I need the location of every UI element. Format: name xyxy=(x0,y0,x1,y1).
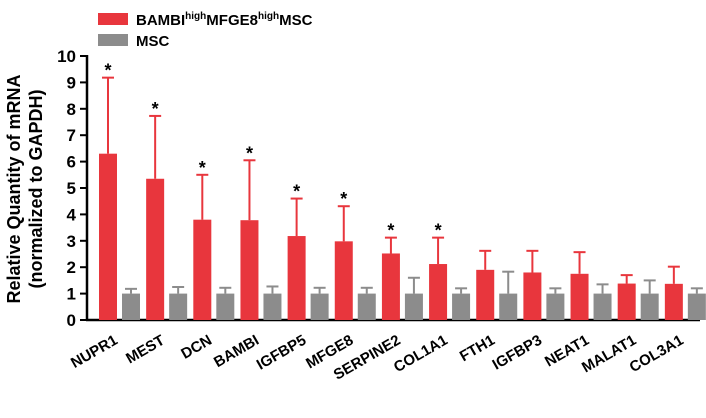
significance-marker: * xyxy=(387,221,394,241)
bar-fth1-series-2 xyxy=(499,293,518,320)
bar-igfbp3-series-1 xyxy=(523,272,542,320)
significance-marker: * xyxy=(199,158,206,178)
bar-mfge8-series-1 xyxy=(334,241,353,320)
y-tick-label: 8 xyxy=(67,100,76,119)
y-tick-label: 7 xyxy=(67,126,76,145)
x-tick-label: COL3A1 xyxy=(627,332,687,376)
bar-bambi-series-2 xyxy=(263,293,282,320)
bar-mest-series-1 xyxy=(146,178,165,320)
bar-col1a1-series-2 xyxy=(452,293,471,320)
bar-mfge8-series-2 xyxy=(357,293,376,320)
x-tick-label: BAMBI xyxy=(211,332,262,371)
bar-igfbp5-series-2 xyxy=(310,293,329,320)
legend-label-series-2: MSC xyxy=(136,33,170,50)
y-tick-label: 2 xyxy=(67,258,76,277)
bar-neat1-series-1 xyxy=(570,273,589,320)
legend-swatch-series-2 xyxy=(98,34,128,46)
legend-swatch-series-1 xyxy=(98,13,128,25)
y-tick-label: 1 xyxy=(67,285,76,304)
y-tick-label: 0 xyxy=(67,311,76,330)
significance-marker: * xyxy=(435,221,442,241)
x-tick-label: IGFBP5 xyxy=(254,332,309,374)
y-axis-label-line-2: (normalized to GAPDH) xyxy=(26,89,46,288)
bar-col1a1-series-1 xyxy=(429,264,448,320)
bar-nupr1-series-2 xyxy=(122,293,140,320)
bar-mest-series-2 xyxy=(169,293,188,320)
bar-nupr1-series-1 xyxy=(99,153,117,320)
x-tick-label: DCN xyxy=(178,332,215,363)
plot-area: 0 1 2 3 4 5 6 7 8 9 10 * NUPR1 * MEST * DCN * BAMBI * IGFBP5… xyxy=(57,47,706,384)
x-tick-label: MALAT1 xyxy=(579,332,639,377)
y-tick-label: 4 xyxy=(67,205,77,224)
bar-serpine2-series-1 xyxy=(381,253,400,320)
bar-igfbp5-series-1 xyxy=(287,236,306,320)
y-tick-label: 9 xyxy=(67,73,76,92)
y-tick-label: 3 xyxy=(67,232,76,251)
legend: BAMBIhighMFGE8highMSC MSC xyxy=(98,11,313,50)
bar-bambi-series-1 xyxy=(240,220,259,320)
significance-marker: * xyxy=(246,143,253,163)
x-tick-label: NUPR1 xyxy=(68,332,121,372)
bar-serpine2-series-2 xyxy=(404,293,423,320)
legend-label-series-1: BAMBIhighMFGE8highMSC xyxy=(136,11,313,29)
significance-marker: * xyxy=(152,99,159,119)
bar-dcn-series-2 xyxy=(216,293,235,320)
y-tick-label: 10 xyxy=(57,47,76,66)
significance-marker: * xyxy=(293,182,300,202)
bar-fth1-series-1 xyxy=(476,269,495,320)
significance-marker: * xyxy=(340,189,347,209)
x-tick-label: COL1A1 xyxy=(391,332,451,376)
bar-neat1-series-2 xyxy=(593,293,612,320)
bar-malat1-series-1 xyxy=(617,283,636,320)
x-tick-label: IGFBP3 xyxy=(490,332,545,374)
y-axis-label: Relative Quantity of mRNA xyxy=(4,74,24,303)
bar-col3a1-series-1 xyxy=(664,283,683,320)
y-tick-label: 5 xyxy=(67,179,76,198)
significance-marker: * xyxy=(104,61,111,81)
x-tick-label: MEST xyxy=(123,332,168,368)
bar-col3a1-series-2 xyxy=(687,293,706,320)
bar-dcn-series-1 xyxy=(193,219,212,320)
y-tick-label: 6 xyxy=(67,153,76,172)
bar-igfbp3-series-2 xyxy=(546,293,565,320)
bar-malat1-series-2 xyxy=(640,293,659,320)
